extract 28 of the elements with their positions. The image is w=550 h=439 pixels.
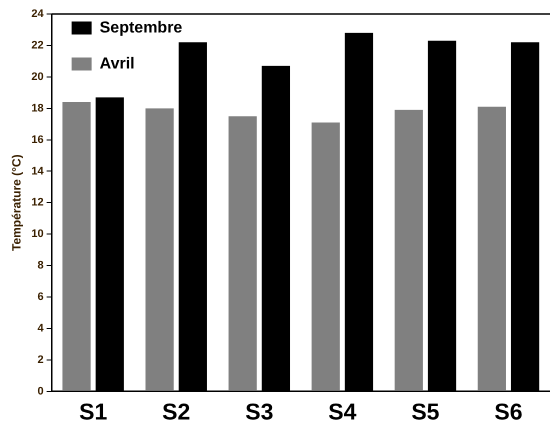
y-tick-label: 12 xyxy=(31,196,44,209)
y-tick-label: 8 xyxy=(38,260,44,272)
y-tick-label: 2 xyxy=(38,354,44,366)
legend-label: Avril xyxy=(100,55,135,72)
x-tick-label: S6 xyxy=(494,398,523,425)
bar xyxy=(478,106,506,391)
y-tick-label: 20 xyxy=(31,70,44,83)
legend-label: Septembre xyxy=(100,19,182,36)
x-tick-label: S4 xyxy=(328,398,357,425)
bar xyxy=(228,116,257,391)
x-tick-label: S2 xyxy=(162,398,190,425)
bar xyxy=(312,122,340,391)
x-tick-label: S3 xyxy=(245,398,274,425)
y-tick-label: 10 xyxy=(31,228,44,240)
y-tick-label: 24 xyxy=(31,8,45,20)
y-tick-label: 16 xyxy=(31,134,44,146)
y-tick-label: 18 xyxy=(31,102,44,114)
y-tick-label: 0 xyxy=(38,385,44,398)
bar xyxy=(394,110,423,391)
x-tick-label: S1 xyxy=(79,398,108,425)
x-tick-label: S5 xyxy=(411,398,440,425)
bar xyxy=(62,102,91,391)
y-tick-label: 6 xyxy=(38,291,44,304)
bar xyxy=(145,108,174,391)
y-tick-label: 4 xyxy=(38,322,45,335)
y-tick-label: 14 xyxy=(31,165,45,178)
y-axis-title: Température (°C) xyxy=(10,154,24,251)
y-tick-label: 22 xyxy=(31,39,44,52)
